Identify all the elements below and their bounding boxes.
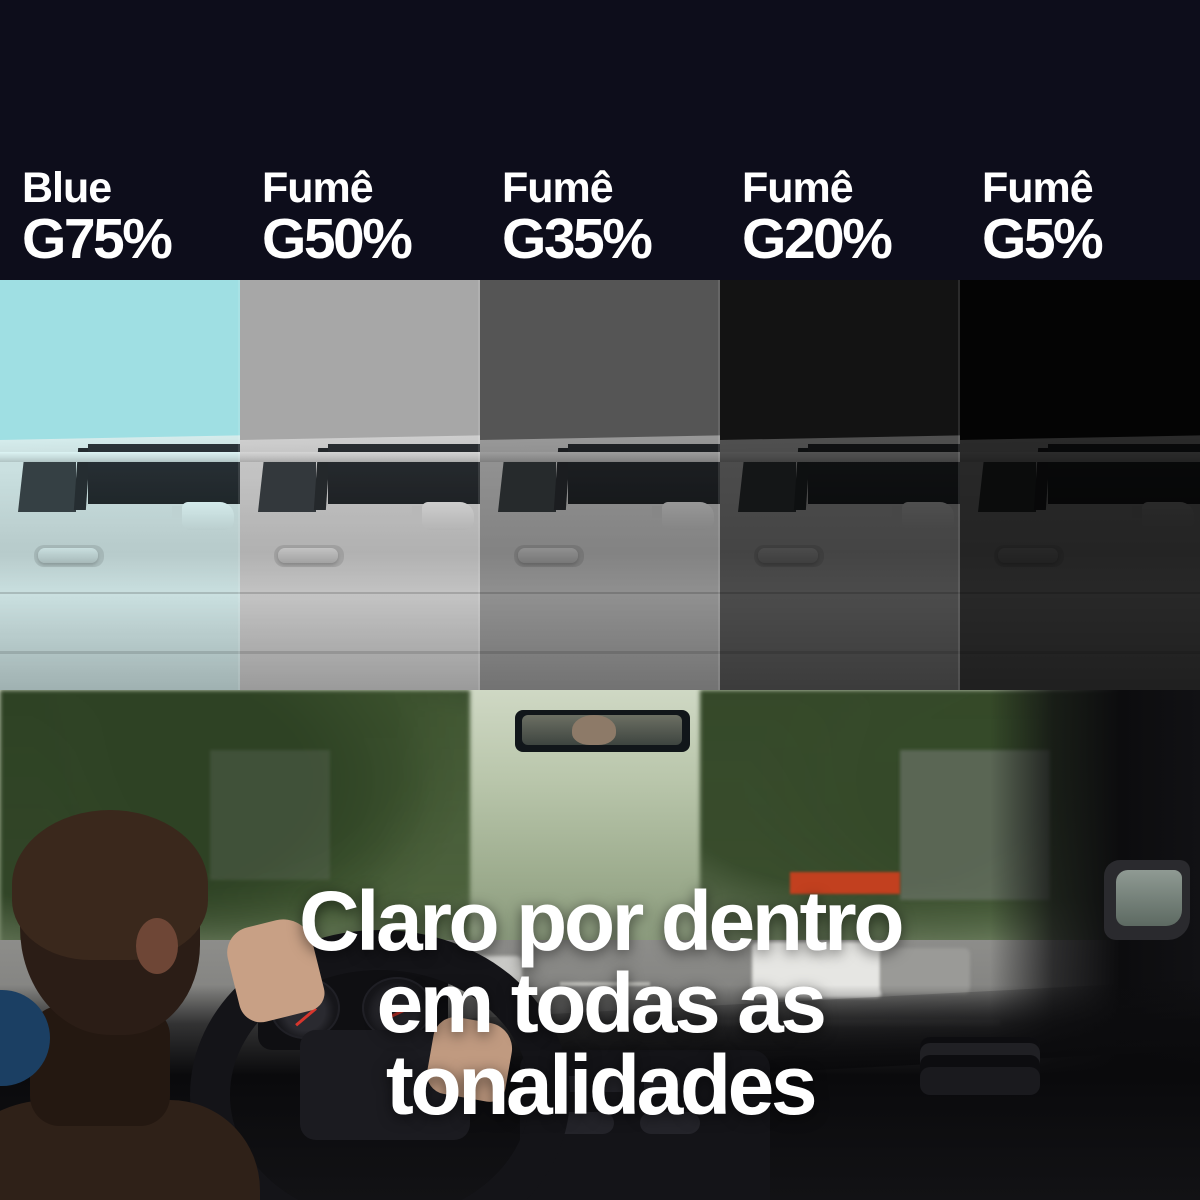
tint-label-1-grade: G50%: [262, 207, 413, 271]
tint-label-2: Fumê G35%: [480, 0, 720, 280]
panel-2-tint-overlay: [480, 280, 720, 690]
tint-labels-row: Blue G75% Fumê G50% Fumê G35% Fumê G20% …: [0, 0, 1200, 280]
tint-label-4-grade: G5%: [982, 207, 1104, 271]
tint-label-0: Blue G75%: [0, 0, 240, 280]
panel-4-tint-overlay: [960, 280, 1200, 690]
tint-label-1: Fumê G50%: [240, 0, 480, 280]
photo-storefront-awning: [790, 872, 900, 894]
tint-panel-4: [960, 280, 1200, 690]
console-button[interactable]: [594, 1076, 630, 1092]
panel-0-tint-overlay: [0, 280, 240, 690]
tint-label-3: Fumê G20%: [720, 0, 960, 280]
tint-label-2-grade: G35%: [502, 207, 653, 271]
tint-label-3-grade: G20%: [742, 207, 893, 271]
exterior-side-mirror-glass: [1116, 870, 1182, 926]
tint-label-0-grade: G75%: [22, 207, 173, 271]
tint-panel-1: [240, 280, 480, 690]
tint-label-2-name: Fumê: [502, 164, 614, 212]
photo-building-left: [210, 750, 330, 880]
tint-panels-strip: [0, 280, 1200, 690]
panel-3-tint-overlay: [720, 280, 960, 690]
tint-panel-3: [720, 280, 960, 690]
panel-1-tint-overlay: [240, 280, 480, 690]
tint-label-1-name: Fumê: [262, 164, 374, 212]
driver-photo: [0, 690, 1200, 1200]
rearview-reflection-face: [572, 715, 616, 745]
driver-figure: [0, 810, 280, 1200]
tint-label-4-name: Fumê: [982, 164, 1094, 212]
driver-hand-lower: [423, 1013, 517, 1105]
photo-lane-marking: [560, 982, 650, 986]
tint-panel-2: [480, 280, 720, 690]
console-knob[interactable]: [640, 1112, 700, 1134]
air-vent: [920, 1037, 1040, 1095]
driver-ear: [136, 918, 178, 974]
tint-label-0-name: Blue: [22, 164, 112, 212]
console-knob[interactable]: [554, 1112, 614, 1134]
console-button[interactable]: [644, 1076, 680, 1092]
tint-panel-0: [0, 280, 240, 690]
driver-hair: [12, 810, 208, 960]
tint-label-3-name: Fumê: [742, 164, 854, 212]
tint-label-4: Fumê G5%: [960, 0, 1200, 280]
